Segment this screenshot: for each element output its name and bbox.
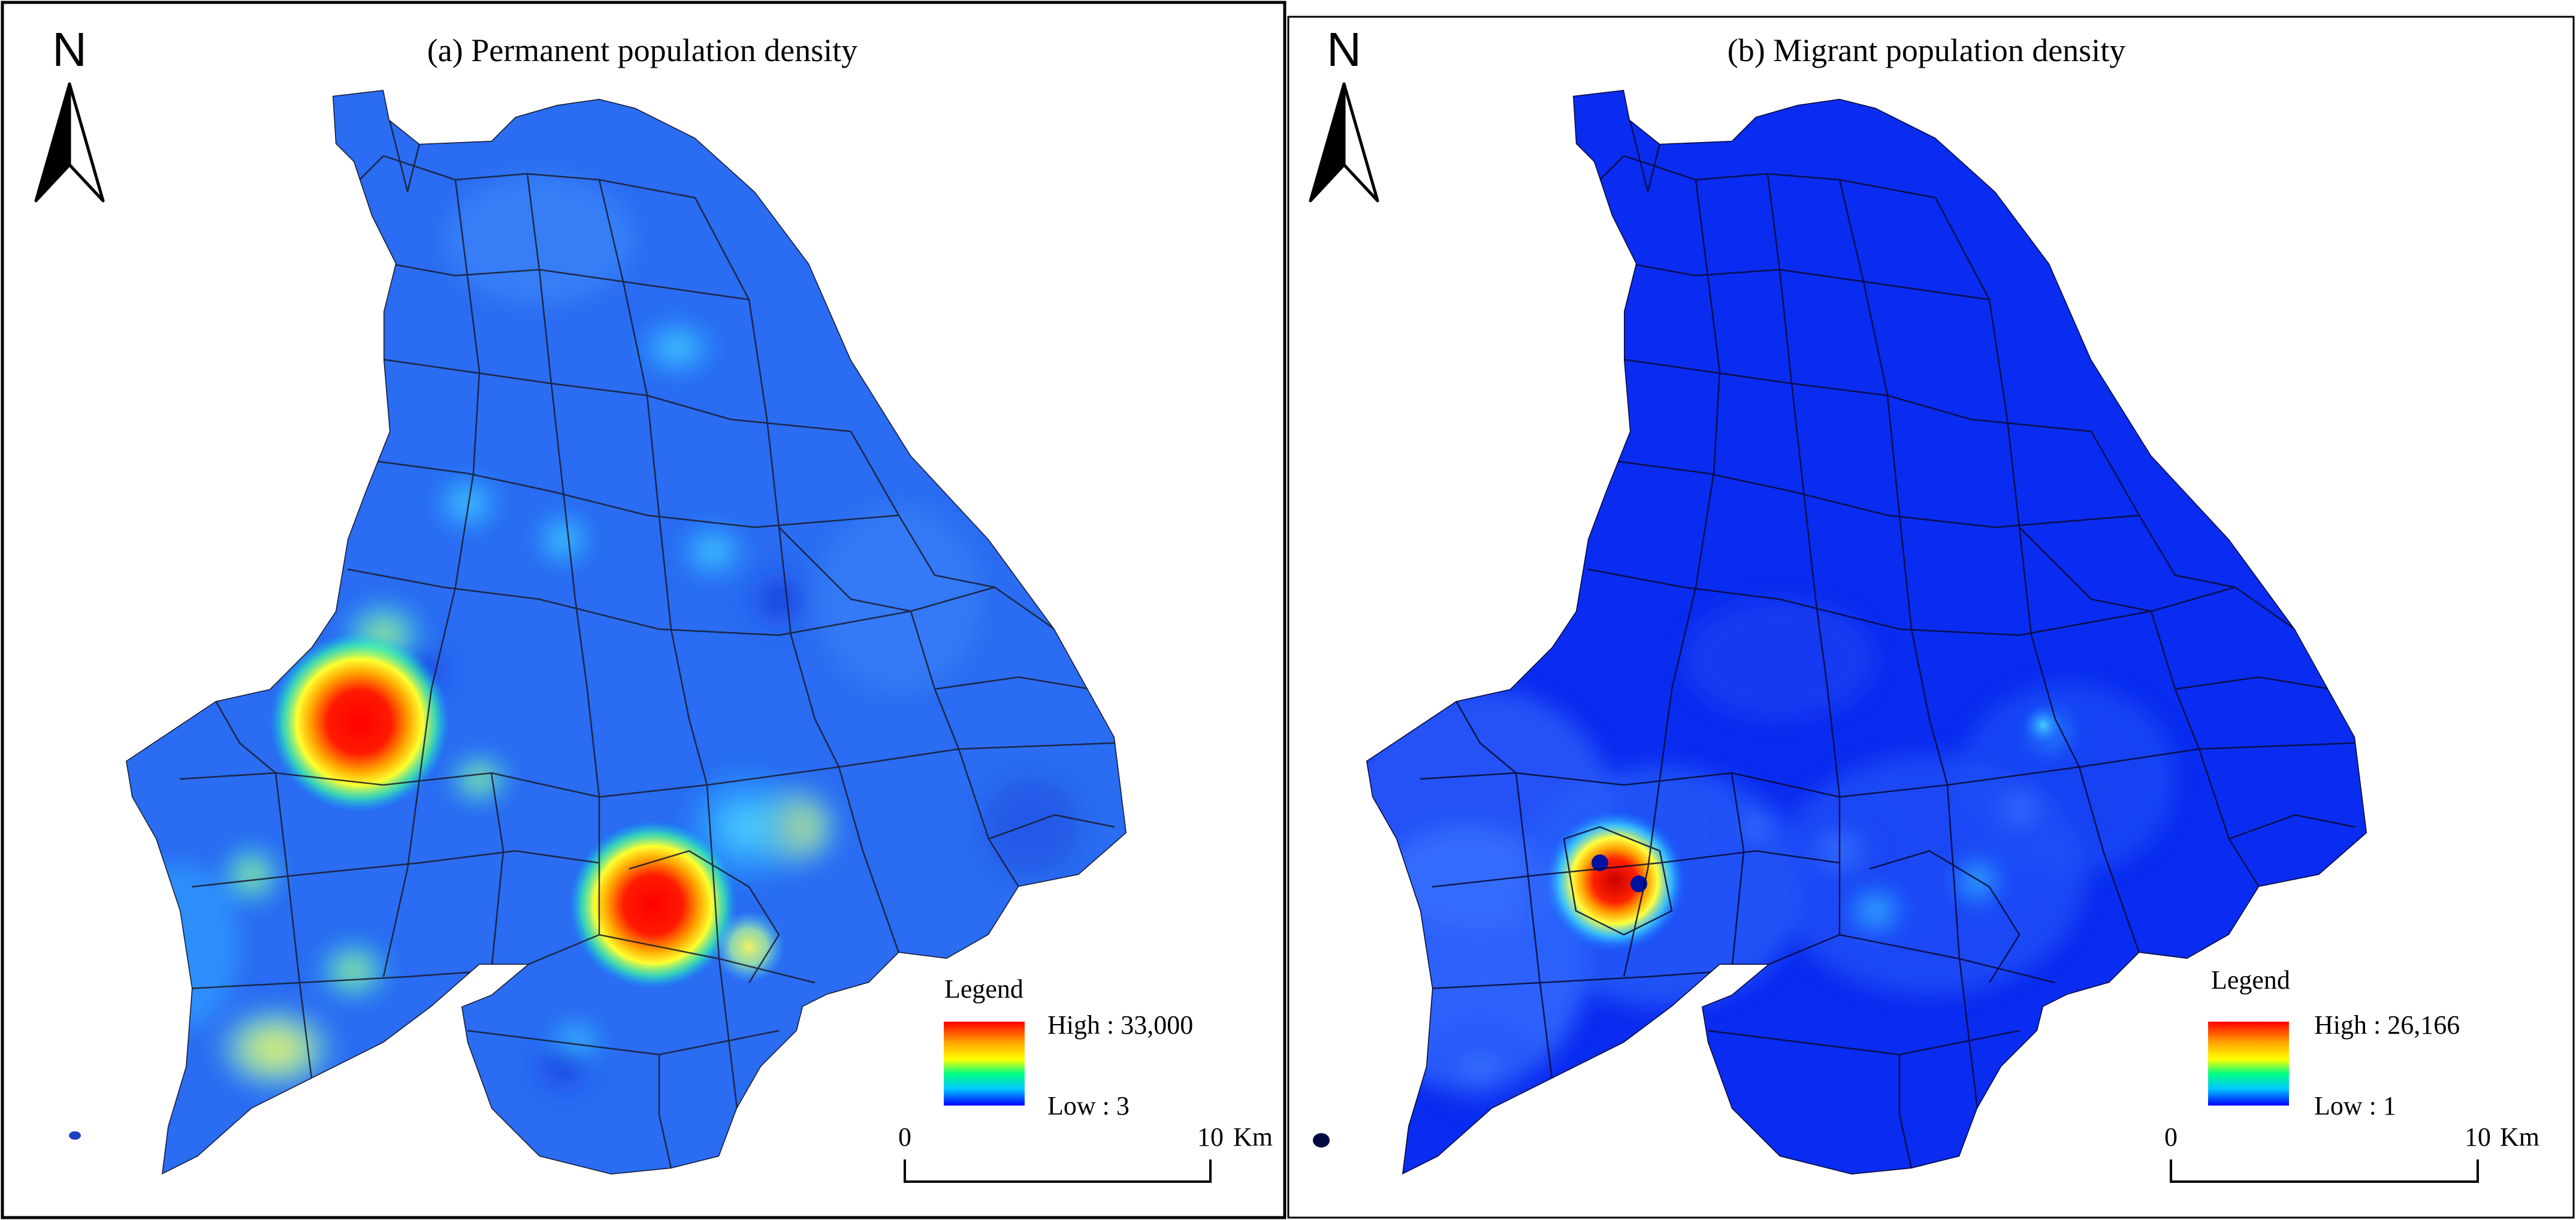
legend-a-title: Legend: [944, 974, 1023, 1004]
legend-b-ramp: [2208, 1022, 2289, 1106]
islet-b: [1313, 1133, 1330, 1147]
north-arrow-b: N: [1309, 23, 1379, 203]
hotspot-a-south: [569, 821, 737, 989]
panel-b: (b) Migrant population density N: [1287, 16, 2575, 1219]
hotspot-b-east: [2019, 701, 2067, 749]
panel-b-frame: [1287, 16, 2575, 1219]
north-label-b: N: [1327, 23, 1361, 76]
legend-a-ramp: [944, 1022, 1025, 1106]
scale-b-unit: Km: [2500, 1122, 2539, 1152]
scale-b-end: 10: [2465, 1122, 2491, 1152]
scale-bar-a: 0 10 Km: [898, 1122, 1273, 1183]
panel-a-frame: [1, 1, 1287, 1219]
legend-b-low: Low : 1: [2314, 1091, 2396, 1121]
scale-a-end: 10: [1197, 1122, 1224, 1152]
legend-a: Legend High : 33,000 Low : 3: [944, 974, 1193, 1121]
panel-a-title: (a) Permanent population density: [427, 32, 857, 68]
density-map-a: [69, 90, 1127, 1174]
district-boundaries-b: [1420, 119, 2355, 1169]
legend-b-high: High : 26,166: [2314, 1010, 2460, 1040]
north-arrow-a: N: [34, 23, 105, 203]
panel-b-title: (b) Migrant population density: [1728, 32, 2125, 68]
hotspot-a-west: [270, 632, 449, 812]
north-label-a: N: [52, 23, 87, 76]
density-map-b: [1313, 90, 2367, 1174]
panel-a: (a) Permanent population density N: [1, 1, 1287, 1219]
scale-a-unit: Km: [1233, 1122, 1273, 1152]
islet-a: [69, 1131, 81, 1140]
scale-a-start: 0: [898, 1122, 911, 1152]
scale-b-start: 0: [2164, 1122, 2178, 1152]
legend-b: Legend High : 26,166 Low : 1: [2208, 965, 2460, 1121]
legend-a-high: High : 33,000: [1047, 1010, 1193, 1040]
district-boundaries-a: [179, 119, 1115, 1169]
legend-a-low: Low : 3: [1047, 1091, 1130, 1121]
legend-b-title: Legend: [2211, 965, 2290, 995]
scale-bar-b: 0 10 Km: [2164, 1122, 2539, 1183]
